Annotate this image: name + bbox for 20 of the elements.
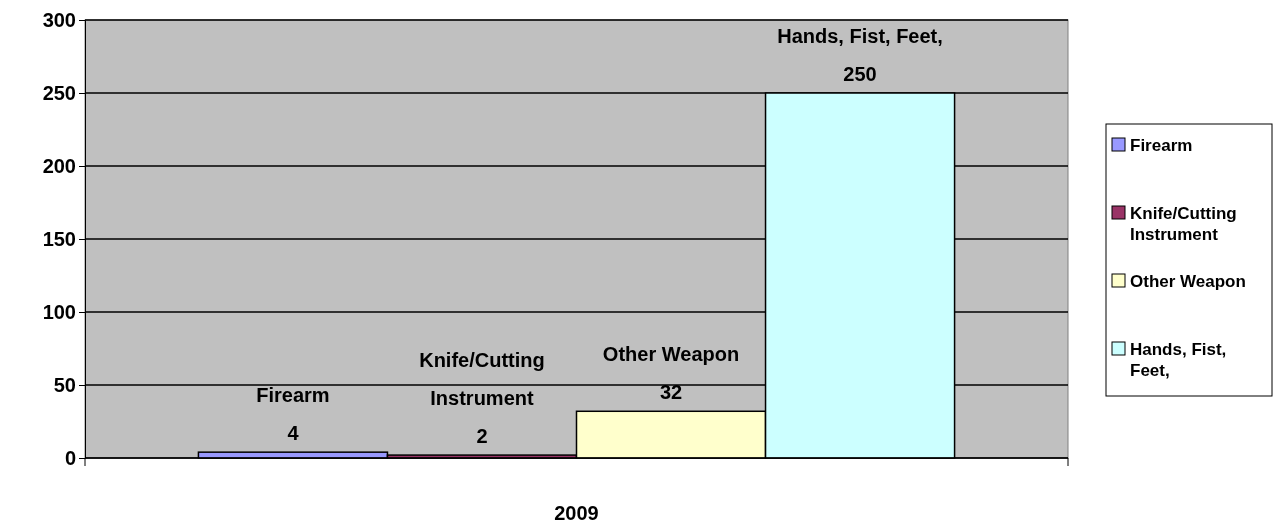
y-tick-label: 200	[42, 154, 76, 177]
x-tick-label: 2009	[554, 502, 599, 521]
text: Other Weapon	[602, 343, 740, 366]
text: Hands, Fist, Feet,	[777, 25, 943, 47]
y-tick-label: 100	[42, 300, 76, 323]
data-label: 2	[476, 425, 488, 448]
text: Knife/Cutting Instrument	[419, 349, 545, 410]
legend-label: Other Weapon	[1130, 272, 1246, 291]
y-tick-label: 300	[42, 8, 76, 31]
legend-label: Firearm	[1130, 136, 1193, 155]
data-label: 4	[287, 422, 300, 445]
text: Firearm	[256, 384, 330, 407]
y-tick-label: 50	[53, 373, 76, 396]
data-label: 250	[843, 63, 877, 85]
y-tick-label: 150	[42, 227, 76, 250]
y-tick-label: 250	[42, 81, 76, 104]
legend-label: Knife/Cutting Instrument	[1130, 204, 1237, 244]
legend-label: Hands, Fist, Feet,	[1130, 340, 1227, 380]
y-tick-label: 0	[64, 446, 76, 469]
data-label: 32	[659, 381, 683, 404]
